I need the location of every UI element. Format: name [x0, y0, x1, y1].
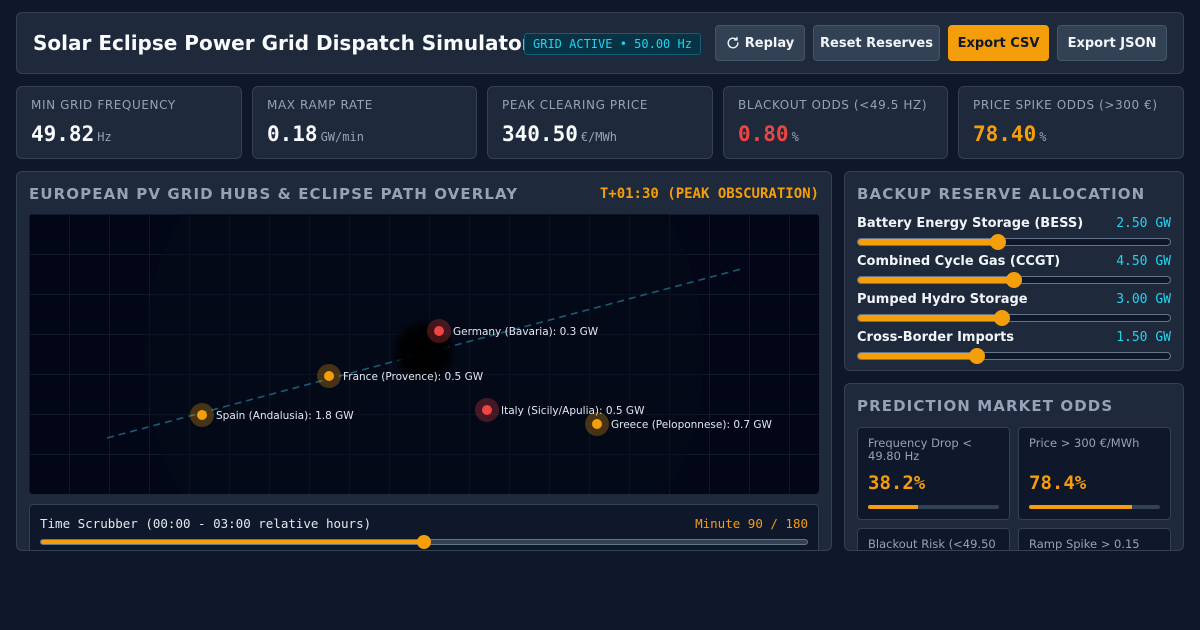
eclipse-time-label: T+01:30 (PEAK OBSCURATION): [599, 186, 819, 202]
reserve-row-ccgt: Combined Cycle Gas (CCGT) 4.50 GW: [857, 254, 1171, 290]
reserve-row-pumped-hydro: Pumped Hydro Storage 3.00 GW: [857, 292, 1171, 328]
kpi-min-grid-frequency: MIN GRID FREQUENCY 49.82 Hz: [16, 86, 242, 159]
kpi-price-spike-odds: PRICE SPIKE ODDS (>300 €) 78.40%: [958, 86, 1184, 159]
grid-hub-marker[interactable]: Italy (Sicily/Apulia): 0.5 GW: [475, 398, 645, 422]
grid-hub-marker[interactable]: France (Provence): 0.5 GW: [317, 364, 484, 388]
kpi-value: 0.80: [738, 122, 789, 146]
kpi-value: 0.18: [267, 122, 318, 146]
kpi-unit: €/MWh: [580, 130, 617, 144]
slider-fill: [858, 239, 999, 245]
reserve-value: 4.50 GW: [1116, 254, 1171, 269]
reserve-value: 1.50 GW: [1116, 330, 1171, 345]
reserve-row-cross-border: Cross-Border Imports 1.50 GW: [857, 330, 1171, 366]
odds-bar-fill: [868, 505, 919, 509]
cross-border-slider[interactable]: [857, 348, 1171, 364]
kpi-unit: %: [791, 130, 799, 144]
replay-label: Replay: [744, 35, 795, 51]
map-panel-title: EUROPEAN PV GRID HUBS & ECLIPSE PATH OVE…: [29, 185, 519, 203]
scrubber-fill: [41, 540, 424, 544]
grid-status-badge: GRID ACTIVE • 50.00 Hz: [524, 33, 701, 55]
app-title: Solar Eclipse Power Grid Dispatch Simula…: [33, 31, 532, 55]
reserve-value: 2.50 GW: [1116, 216, 1171, 231]
kpi-value: 78.40: [973, 122, 1037, 146]
slider-thumb[interactable]: [968, 348, 985, 364]
reserve-label: Combined Cycle Gas (CCGT): [857, 254, 1061, 269]
eclipse-map[interactable]: Germany (Bavaria): 0.3 GW France (Provenc…: [29, 214, 819, 494]
export-csv-button[interactable]: Export CSV: [948, 25, 1049, 61]
slider-fill: [858, 315, 1002, 321]
odds-bar-fill: [1029, 505, 1132, 509]
hub-dot: [592, 419, 602, 429]
export-json-button[interactable]: Export JSON: [1057, 25, 1167, 61]
reserve-value: 3.00 GW: [1116, 292, 1171, 307]
kpi-label: MAX RAMP RATE: [267, 98, 373, 112]
hub-dot: [324, 371, 334, 381]
hub-label: France (Provence): 0.5 GW: [343, 371, 484, 383]
scrubber-thumb[interactable]: [417, 535, 431, 549]
odds-bar: [868, 505, 999, 509]
ccgt-slider[interactable]: [857, 272, 1171, 288]
hub-label: Italy (Sicily/Apulia): 0.5 GW: [501, 405, 645, 417]
odds-bar: [1029, 505, 1160, 509]
backup-reserve-panel: BACKUP RESERVE ALLOCATION Battery Energy…: [844, 171, 1184, 371]
hub-dot: [482, 405, 492, 415]
kpi-value: 49.82: [31, 122, 95, 146]
hub-dot: [434, 326, 444, 336]
odds-card-frequency-drop[interactable]: Frequency Drop < 49.80 Hz 38.2%: [857, 427, 1010, 520]
reserve-label: Pumped Hydro Storage: [857, 292, 1028, 307]
odds-value: 78.4%: [1029, 472, 1087, 494]
kpi-max-ramp-rate: MAX RAMP RATE 0.18 GW/min: [252, 86, 477, 159]
refresh-icon: [727, 36, 739, 49]
kpi-blackout-odds: BLACKOUT ODDS (<49.5 HZ) 0.80%: [723, 86, 948, 159]
reserve-label: Battery Energy Storage (BESS): [857, 216, 1084, 231]
pumped-hydro-slider[interactable]: [857, 310, 1171, 326]
scrubber-track[interactable]: [40, 535, 808, 549]
odds-card-price-spike[interactable]: Price > 300 €/MWh 78.4%: [1018, 427, 1171, 520]
grid-hub-marker[interactable]: Spain (Andalusia): 1.8 GW: [190, 403, 354, 427]
scrubber-label: Time Scrubber (00:00 - 03:00 relative ho…: [40, 516, 372, 531]
odds-card-blackout-risk[interactable]: Blackout Risk (<49.50: [857, 528, 1010, 551]
odds-card-ramp-spike[interactable]: Ramp Spike > 0.15: [1018, 528, 1171, 551]
odds-label: Blackout Risk (<49.50: [868, 537, 996, 551]
scrubber-minute-label: Minute 90 / 180: [695, 516, 808, 531]
kpi-label: MIN GRID FREQUENCY: [31, 98, 176, 112]
reserve-panel-title: BACKUP RESERVE ALLOCATION: [857, 185, 1146, 203]
reset-reserves-button[interactable]: Reset Reserves: [813, 25, 940, 61]
reserve-row-bess: Battery Energy Storage (BESS) 2.50 GW: [857, 216, 1171, 252]
slider-fill: [858, 353, 977, 359]
odds-label: Price > 300 €/MWh: [1029, 436, 1140, 450]
kpi-label: BLACKOUT ODDS (<49.5 HZ): [738, 98, 928, 112]
hub-dot: [197, 410, 207, 420]
kpi-label: PRICE SPIKE ODDS (>300 €): [973, 98, 1158, 112]
map-canvas: Germany (Bavaria): 0.3 GW France (Provenc…: [29, 214, 819, 494]
grid-hub-marker[interactable]: Germany (Bavaria): 0.3 GW: [427, 319, 599, 343]
map-panel: EUROPEAN PV GRID HUBS & ECLIPSE PATH OVE…: [16, 171, 832, 551]
reserve-label: Cross-Border Imports: [857, 330, 1015, 345]
slider-thumb[interactable]: [1006, 272, 1022, 288]
hub-label: Germany (Bavaria): 0.3 GW: [453, 326, 599, 338]
slider-fill: [858, 277, 1014, 283]
slider-thumb[interactable]: [993, 310, 1010, 326]
kpi-unit: Hz: [97, 130, 112, 144]
kpi-unit: %: [1039, 130, 1047, 144]
kpi-unit: GW/min: [320, 130, 364, 144]
bess-slider[interactable]: [857, 234, 1171, 250]
kpi-peak-clearing-price: PEAK CLEARING PRICE 340.50 €/MWh: [487, 86, 713, 159]
grid-hub-marker[interactable]: Greece (Peloponnese): 0.7 GW: [585, 412, 773, 436]
time-scrubber: Time Scrubber (00:00 - 03:00 relative ho…: [29, 504, 819, 550]
header-bar: Solar Eclipse Power Grid Dispatch Simula…: [16, 12, 1184, 74]
replay-button[interactable]: Replay: [715, 25, 805, 61]
kpi-label: PEAK CLEARING PRICE: [502, 98, 649, 112]
slider-thumb[interactable]: [990, 234, 1007, 250]
prediction-panel-title: PREDICTION MARKET ODDS: [857, 397, 1114, 415]
odds-value: 38.2%: [868, 472, 926, 494]
odds-label: Frequency Drop < 49.80 Hz: [868, 436, 973, 463]
hub-label: Spain (Andalusia): 1.8 GW: [216, 410, 354, 422]
odds-label: Ramp Spike > 0.15: [1029, 537, 1140, 551]
prediction-market-panel: PREDICTION MARKET ODDS Frequency Drop < …: [844, 383, 1184, 551]
hub-label: Greece (Peloponnese): 0.7 GW: [611, 419, 773, 431]
kpi-value: 340.50: [502, 122, 578, 146]
